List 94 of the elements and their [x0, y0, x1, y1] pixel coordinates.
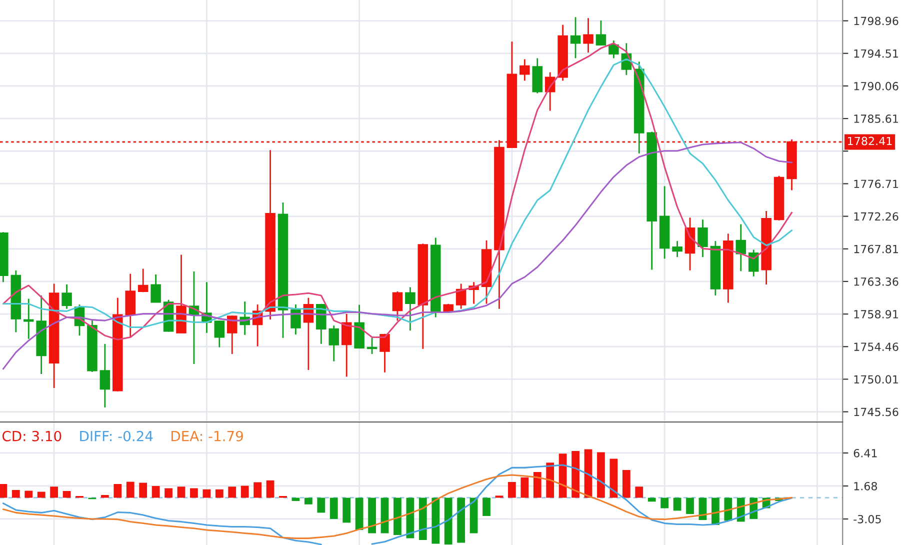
candlestick: [214, 320, 225, 348]
bar: [368, 498, 376, 534]
y-tick-label: 1754.46: [854, 342, 898, 351]
bar: [266, 480, 274, 498]
bar: [660, 498, 669, 508]
candlestick: [328, 324, 340, 362]
candlestick: [672, 240, 682, 258]
y-tick-label: 1.68: [854, 482, 878, 490]
bar: [444, 498, 452, 544]
candlestick: [150, 274, 161, 304]
bar: [12, 490, 20, 498]
bar: [50, 486, 58, 498]
text: DEA: -1.79: [172, 430, 243, 442]
bar: [533, 472, 542, 498]
bar: [394, 498, 402, 536]
text: DIFF: -0.24: [80, 430, 153, 442]
y-tick-label: 1776.71: [854, 180, 898, 188]
bar: [432, 498, 440, 544]
y-tick-label: 1794.51: [854, 49, 898, 58]
candlestick: [62, 284, 72, 310]
candlestick: [405, 286, 416, 332]
candlestick: [392, 290, 403, 322]
bar: [648, 498, 656, 502]
candlestick: [736, 224, 746, 272]
candlestick: [698, 218, 708, 258]
y-tick-label: 1772.26: [854, 212, 898, 221]
bar: [724, 498, 732, 521]
candlestick: [138, 268, 148, 293]
bar: [635, 486, 644, 498]
y-tick-label: 6.41: [854, 448, 877, 458]
bar: [292, 498, 300, 501]
candlestick: [596, 20, 606, 46]
bar: [139, 482, 148, 498]
bar: [37, 492, 46, 498]
bar: [0, 484, 8, 498]
candlestick: [608, 40, 619, 59]
y-tick-label: 1798.96: [854, 16, 898, 26]
bar: [100, 494, 109, 498]
y-tick-label: 1785.61: [854, 114, 898, 123]
bar: [508, 482, 516, 498]
bar: [470, 498, 478, 534]
bar: [126, 482, 134, 498]
bar: [304, 498, 312, 504]
bar: [418, 498, 427, 540]
bar: [610, 458, 618, 498]
y-tick-label: 1790.06: [854, 82, 898, 90]
y-tick-label: 1758.91: [854, 310, 898, 318]
y-tick-label: -3.05: [854, 514, 881, 524]
bar: [520, 477, 529, 498]
bar: [317, 498, 326, 513]
candlestick: [380, 333, 390, 374]
bar: [572, 451, 580, 498]
bar: [215, 489, 224, 498]
bar: [62, 490, 71, 498]
bar: [482, 498, 490, 516]
bar: [190, 488, 198, 498]
bar: [177, 486, 186, 498]
y-tick-label: 1750.01: [854, 375, 898, 384]
candlestick: [23, 298, 34, 340]
bar: [597, 452, 605, 498]
bar: [406, 498, 414, 538]
candlestick: [290, 304, 301, 336]
candlestick: [570, 16, 581, 59]
candlestick: [341, 313, 352, 378]
y-tick-label: 1767.81: [854, 244, 898, 254]
bar: [355, 498, 364, 530]
candlestick: [520, 58, 530, 82]
bar: [457, 498, 465, 543]
bar: [202, 489, 211, 498]
bar: [254, 482, 262, 498]
candlestick: [100, 343, 110, 408]
bar: [686, 498, 694, 514]
bar: [24, 490, 33, 498]
y-tick-label: 1763.36: [854, 277, 898, 286]
bar: [240, 486, 249, 498]
candlestick: [125, 273, 136, 338]
bar: [152, 486, 160, 498]
text: CD: 3.10: [2, 430, 62, 442]
bar: [546, 462, 554, 498]
bar: [330, 498, 338, 519]
bar: [558, 454, 567, 498]
bar: [380, 498, 389, 534]
bar: [342, 498, 351, 523]
y-tick-label: 1745.56: [854, 408, 898, 416]
bar: [622, 470, 630, 498]
line-series: [2, 474, 793, 540]
candlestick: [226, 314, 238, 355]
bar: [164, 488, 172, 498]
candlestick: [583, 17, 594, 54]
bar: [114, 484, 122, 498]
candlestick: [366, 337, 378, 355]
bar: [228, 486, 236, 498]
bar: [673, 498, 682, 511]
ref-line-label: 1782.41: [848, 136, 892, 146]
